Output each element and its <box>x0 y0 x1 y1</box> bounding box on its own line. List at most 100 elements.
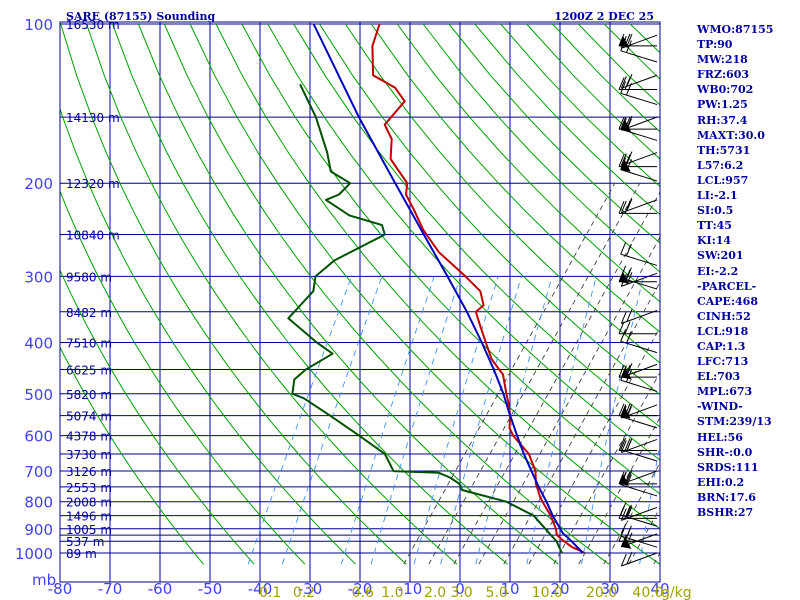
index-item: TT:45 <box>697 219 732 233</box>
wind-barb <box>620 265 658 290</box>
moist-adiabat <box>403 182 616 565</box>
temperature-tick-label: -70 <box>98 580 123 598</box>
moist-adiabat <box>603 461 660 565</box>
wind-barb <box>620 81 658 106</box>
plot-area <box>59 21 661 583</box>
wind-barb <box>618 364 657 378</box>
dry-adiabat <box>267 23 660 461</box>
mixing-ratio-labels: 0.1 0.2 0.6 1.0 2.0 3.0 5.0 10.0 20.0 40.0 <box>259 585 664 600</box>
height-label: 5820 m <box>66 388 112 402</box>
dry-adiabat <box>448 23 660 244</box>
wind-barb <box>618 321 657 335</box>
height-label: 2008 m <box>66 496 112 510</box>
mixing-ratio-lines <box>247 276 660 565</box>
height-label: 10840 m <box>66 229 120 243</box>
mixing-ratio-label: 10.0 <box>532 585 563 600</box>
pressure-tick-label: 100 <box>24 16 53 34</box>
dry-adiabat <box>60 107 356 565</box>
wind-barb <box>620 309 658 324</box>
wind-barb <box>620 117 658 141</box>
wind-barb <box>620 151 658 167</box>
temperature-tick-label: -60 <box>148 580 173 598</box>
mixing-ratio-line <box>475 276 553 565</box>
dry-adiabat <box>189 23 660 565</box>
mixing-ratio-line <box>581 276 644 565</box>
dry-adiabat <box>60 346 204 565</box>
index-item: LI:-2.1 <box>697 189 738 203</box>
dry-adiabat <box>60 268 255 565</box>
wind-barb <box>618 201 657 214</box>
mixing-ratio-line <box>247 276 353 565</box>
height-label: 9580 m <box>66 270 112 284</box>
height-label: 6625 m <box>66 364 112 378</box>
mixing-ratio-label: 20.0 <box>586 585 617 600</box>
moist-adiabat <box>503 281 660 565</box>
dry-adiabat <box>293 23 660 428</box>
mixing-ratio-label: 1.0 <box>381 585 403 600</box>
dry-adiabat <box>241 23 660 495</box>
mixing-ratio-unit: g/kg <box>661 585 692 600</box>
index-item: L57:6.2 <box>697 158 744 172</box>
index-item: -WIND- <box>697 400 743 414</box>
mixing-ratio-label: 5.0 <box>485 585 507 600</box>
index-item: BRN:17.6 <box>697 490 756 504</box>
temperature-axis-labels: -80 -70 -60 -50 -40 -30 -20 -10 0 10 20 30 40 <box>48 580 670 598</box>
dry-adiabat-lines <box>60 23 660 565</box>
temperature-tick-label: 0 <box>455 580 465 598</box>
moist-adiabat <box>578 416 660 565</box>
valid-time: 1200Z 2 DEC 25 <box>554 10 654 23</box>
dry-adiabat <box>370 23 660 333</box>
pressure-tick-label: 400 <box>24 334 53 352</box>
height-labels: 16530 m 14130 m 12320 m 10840 m 9580 m 8482 m… <box>66 18 120 561</box>
pressure-tick-label: 800 <box>24 494 53 512</box>
height-label: 14130 m <box>66 111 120 125</box>
chart-title: SARE (87155) Sounding <box>66 10 215 23</box>
temperature-tick-label: 20 <box>550 580 569 598</box>
index-item: EHI:0.2 <box>697 475 745 489</box>
temperature-tick-label: -30 <box>298 580 323 598</box>
wind-barb <box>620 241 658 266</box>
index-item: LFC:713 <box>697 355 749 369</box>
parcel-line <box>312 23 584 554</box>
wind-barb <box>620 74 658 89</box>
height-label: 3126 m <box>66 465 112 479</box>
index-item: MPL:673 <box>697 385 753 399</box>
mixing-ratio-line <box>639 441 660 565</box>
height-label: 3730 m <box>66 448 112 462</box>
temperature-tick-label: 30 <box>600 580 619 598</box>
index-item: TP:90 <box>697 38 733 52</box>
pressure-tick-label: 900 <box>24 521 53 539</box>
pressure-tick-label: 600 <box>24 428 53 446</box>
moist-adiabat <box>428 182 641 565</box>
moist-adiabat <box>628 507 660 565</box>
height-label: 537 m <box>66 535 104 549</box>
dry-adiabat <box>60 23 407 565</box>
index-item: LCL:957 <box>697 173 749 187</box>
index-item: CAPE:468 <box>697 294 758 308</box>
mixing-ratio-label: 2.0 <box>424 585 446 600</box>
dry-adiabat <box>86 23 458 565</box>
temperature-tick-label: -50 <box>198 580 223 598</box>
wind-barb <box>620 551 658 567</box>
temperature-tick-label: -20 <box>348 580 373 598</box>
index-item: -PARCEL- <box>697 279 757 293</box>
index-item: SW:201 <box>697 249 744 263</box>
index-item: PW:1.25 <box>697 98 748 112</box>
mixing-ratio-line <box>526 276 597 565</box>
wind-barb <box>618 438 657 451</box>
sounding-profiles <box>287 23 585 554</box>
dry-adiabat <box>215 23 660 530</box>
pressure-tick-label: 700 <box>24 463 53 481</box>
mixing-ratio-label: 0.2 <box>293 585 315 600</box>
index-item: RH:37.4 <box>697 113 748 127</box>
wind-barb <box>620 157 658 182</box>
indices-panel: WMO:87155 TP:90 MW:218 FRZ:603 WB0:702 PW:1.2… <box>697 22 797 520</box>
index-item: CAP:1.3 <box>697 339 746 353</box>
dry-adiabat <box>112 23 509 565</box>
temperature-tick-label: 10 <box>500 580 519 598</box>
mixing-ratio-label: 3.0 <box>450 585 472 600</box>
dry-adiabat <box>137 23 559 565</box>
wind-barbs <box>618 33 658 567</box>
dewpoint-line <box>287 83 563 554</box>
